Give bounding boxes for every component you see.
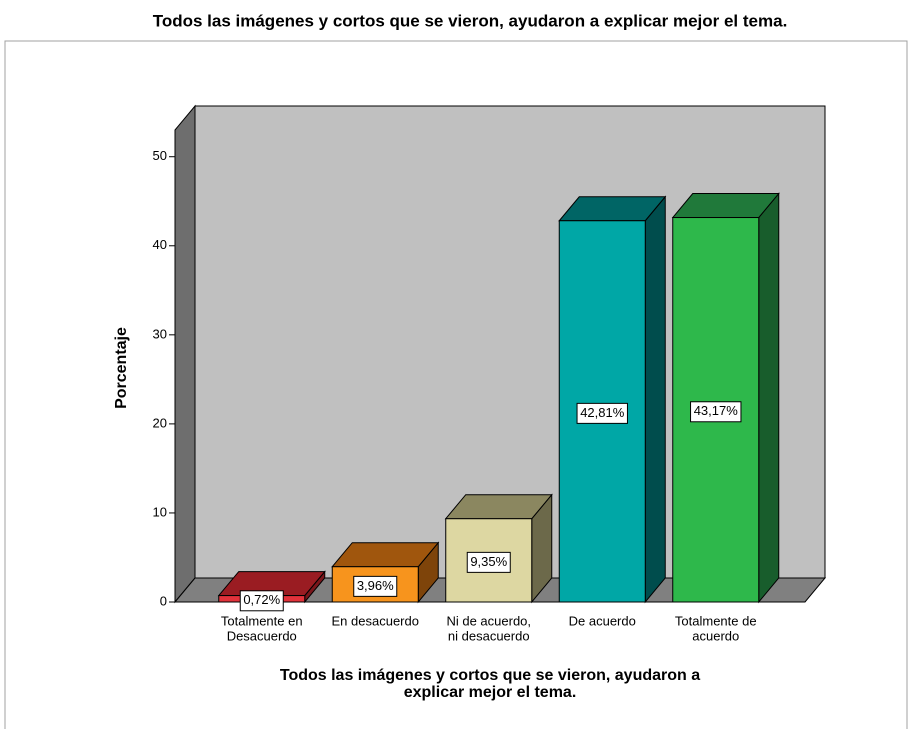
bar-side bbox=[758, 192, 780, 604]
data-label-box bbox=[690, 401, 742, 423]
x-tick-label: Totalmente de bbox=[675, 613, 757, 628]
data-label-box bbox=[576, 402, 628, 424]
data-label: 43,17% bbox=[694, 403, 739, 418]
data-label-box bbox=[466, 551, 511, 573]
y-tick-label: 30 bbox=[153, 326, 167, 341]
y-tick-label: 20 bbox=[153, 415, 167, 430]
y-tick-label: 0 bbox=[160, 593, 167, 608]
x-tick-label: acuerdo bbox=[692, 628, 739, 643]
x-tick-label: De acuerdo bbox=[569, 613, 636, 628]
data-label: 3,96% bbox=[357, 578, 394, 593]
data-label: 9,35% bbox=[470, 554, 507, 569]
x-tick-label: Desacuerdo bbox=[227, 628, 297, 643]
data-label-box bbox=[353, 575, 398, 597]
x-axis-label: explicar mejor el tema. bbox=[404, 684, 577, 701]
x-tick-label: En desacuerdo bbox=[332, 613, 419, 628]
chart-title: Todos las imágenes y cortos que se viero… bbox=[153, 11, 788, 30]
bar-side bbox=[644, 195, 666, 604]
x-tick-label: Totalmente en bbox=[221, 613, 303, 628]
left-wall bbox=[174, 104, 196, 604]
x-tick-label: ni desacuerdo bbox=[448, 628, 530, 643]
x-tick-label: Ni de acuerdo, bbox=[446, 613, 531, 628]
y-axis-label: Porcentaje bbox=[113, 327, 130, 409]
data-label: 0,72% bbox=[243, 592, 280, 607]
y-tick-label: 50 bbox=[153, 148, 167, 163]
x-axis-label: Todos las imágenes y cortos que se viero… bbox=[280, 667, 700, 684]
data-label: 42,81% bbox=[580, 405, 625, 420]
y-tick-label: 40 bbox=[153, 237, 167, 252]
y-tick-label: 10 bbox=[153, 504, 167, 519]
data-label-box bbox=[239, 590, 284, 612]
